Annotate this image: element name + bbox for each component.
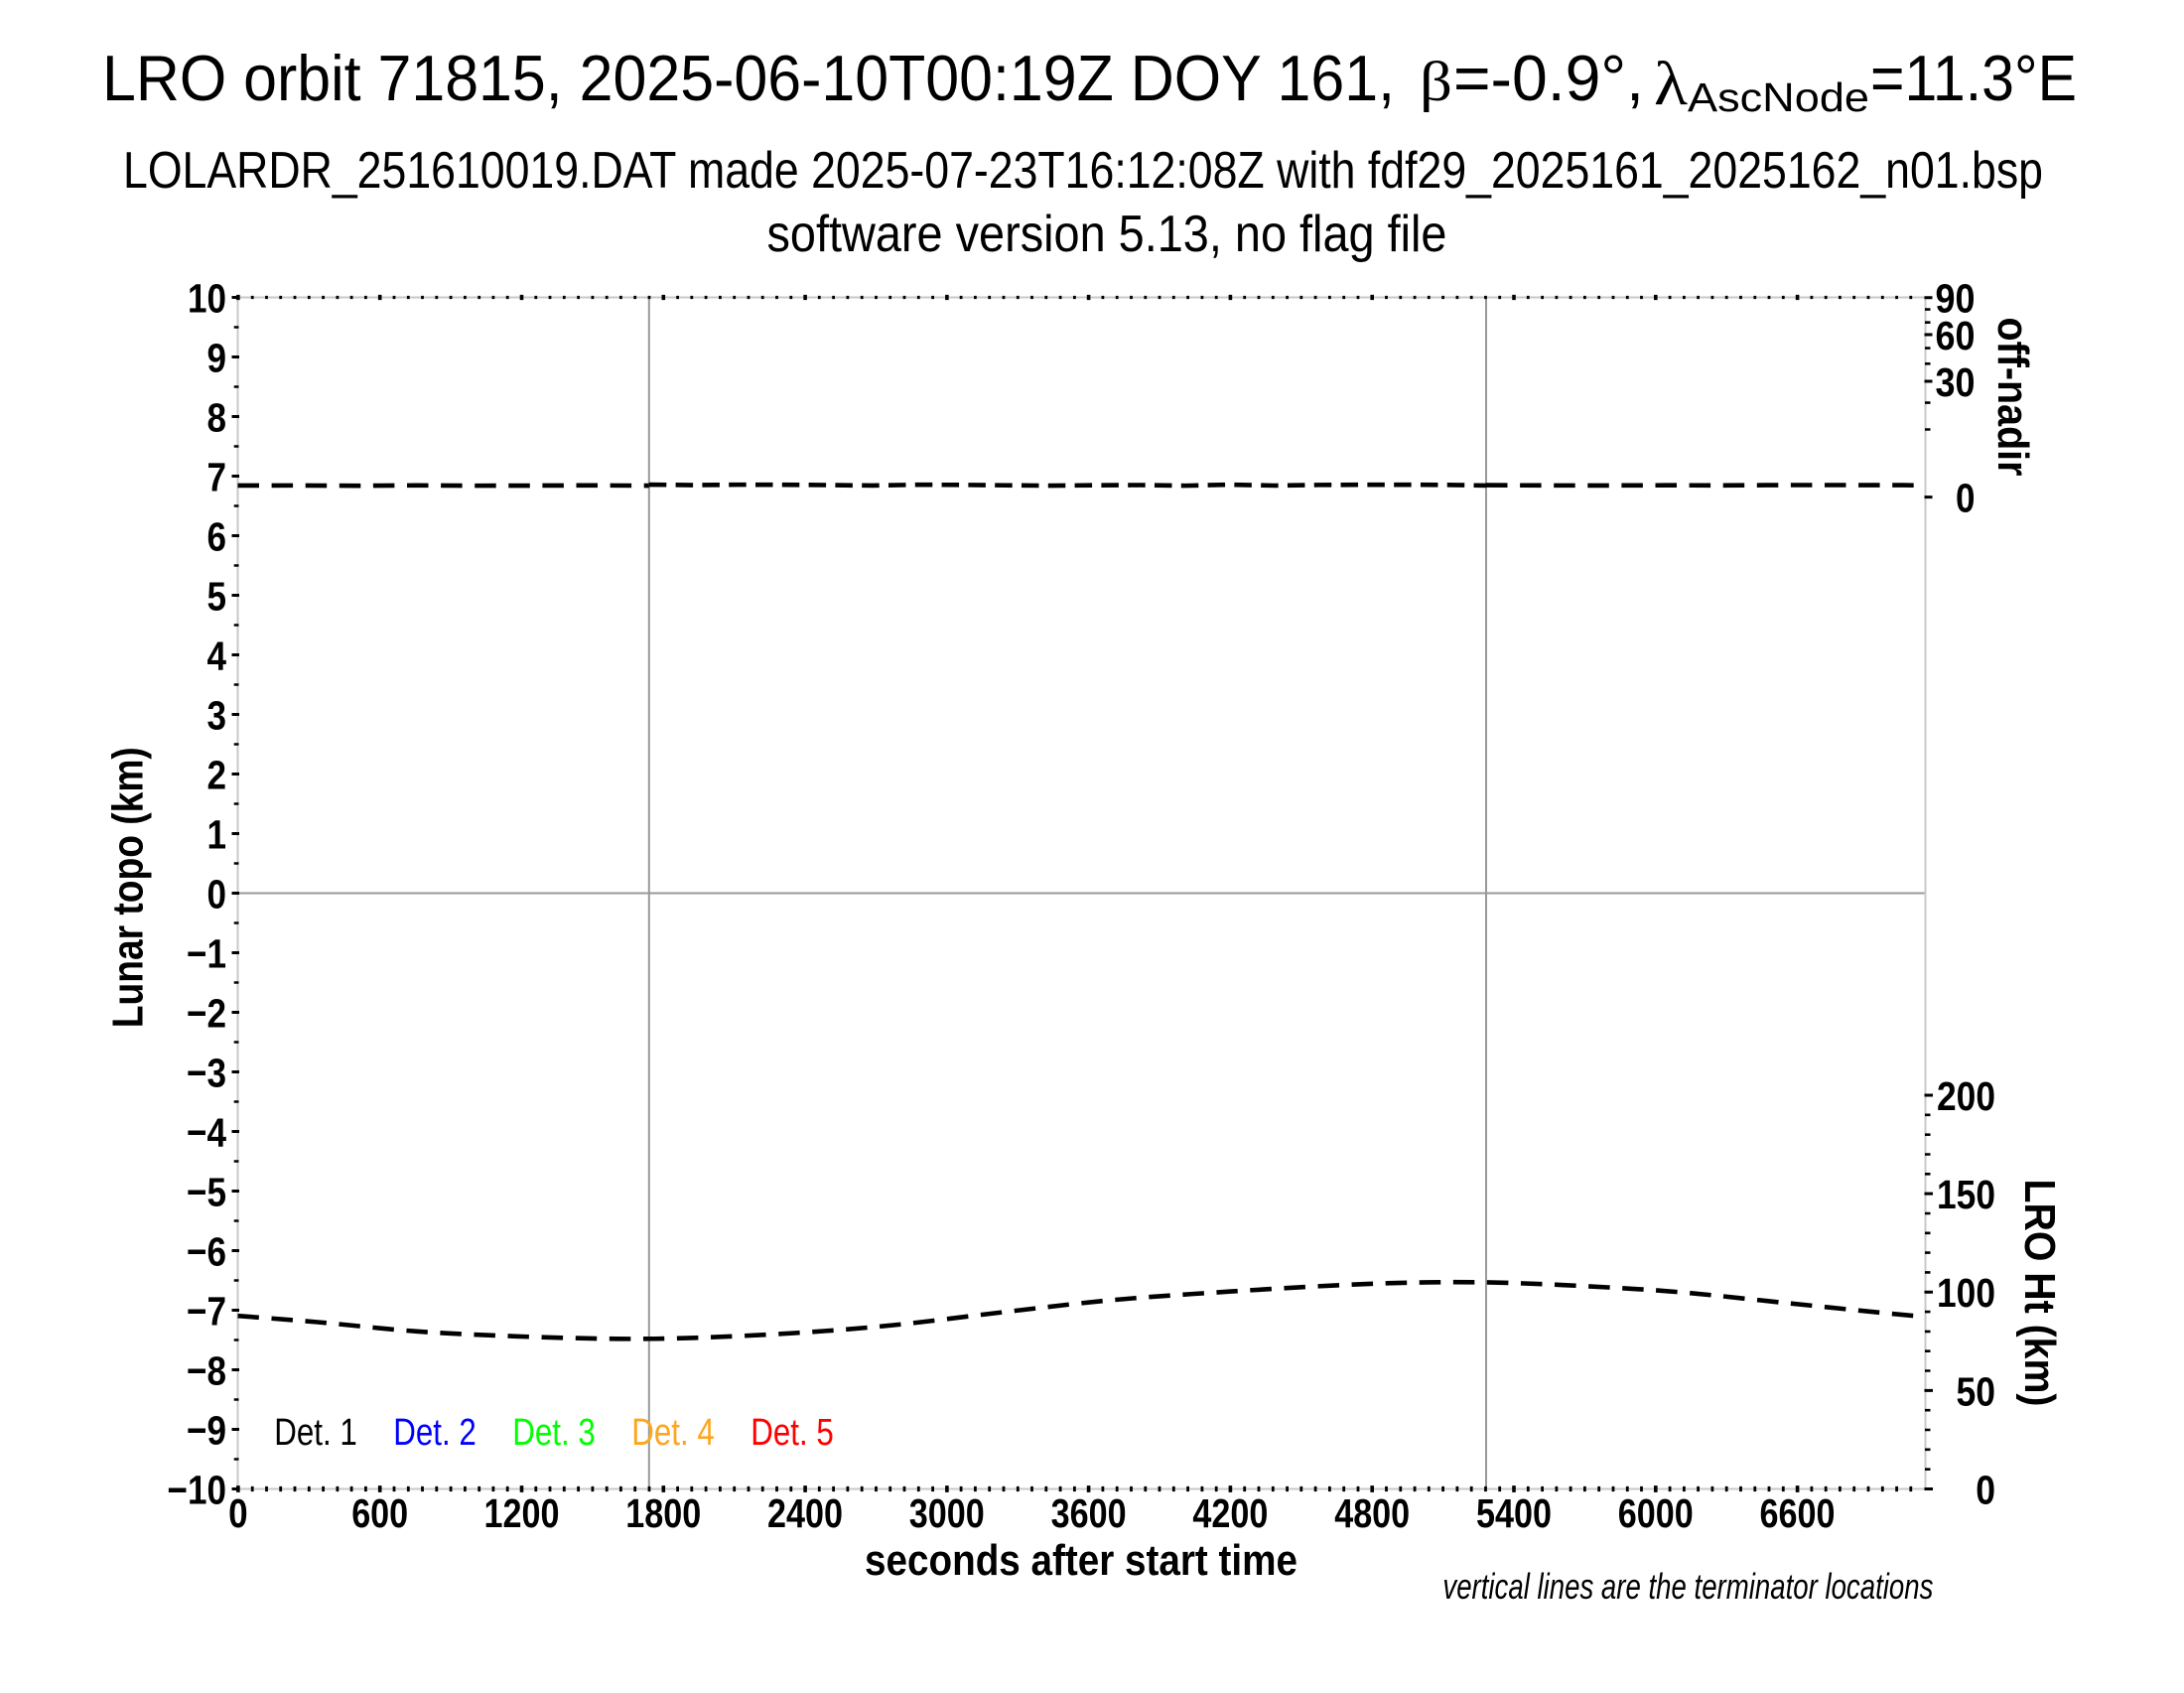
svg-text:AscNode: AscNode	[1688, 74, 1869, 120]
svg-text:5400: 5400	[1476, 1490, 1552, 1536]
svg-text:−1: −1	[187, 931, 226, 977]
svg-text:Det. 5: Det. 5	[751, 1412, 834, 1454]
svg-text:5: 5	[207, 574, 227, 620]
svg-text:Det. 1: Det. 1	[274, 1412, 357, 1454]
svg-text:LRO orbit 71815, 2025-06-10T00: LRO orbit 71815, 2025-06-10T00:19Z DOY 1…	[102, 42, 1395, 114]
svg-text:0: 0	[207, 872, 227, 917]
svg-text:60: 60	[1936, 313, 1976, 358]
svg-text:software version 5.13, no flag: software version 5.13, no flag file	[767, 206, 1447, 263]
svg-text:150: 150	[1937, 1172, 1995, 1217]
svg-text:3600: 3600	[1051, 1490, 1127, 1536]
svg-text:Lunar topo (km): Lunar topo (km)	[104, 747, 153, 1028]
svg-text:seconds after start time: seconds after start time	[865, 1536, 1297, 1585]
svg-text:−2: −2	[187, 991, 226, 1037]
svg-text:50: 50	[1957, 1368, 1996, 1414]
svg-text:6000: 6000	[1618, 1490, 1694, 1536]
svg-text:3: 3	[207, 693, 227, 739]
svg-text:Det. 4: Det. 4	[631, 1412, 715, 1454]
svg-text:1200: 1200	[484, 1490, 560, 1536]
svg-text:=11.3°E: =11.3°E	[1870, 42, 2077, 114]
svg-text:4: 4	[207, 634, 227, 679]
svg-text:−3: −3	[187, 1051, 226, 1096]
svg-text:−7: −7	[187, 1289, 226, 1335]
svg-text:−10: −10	[168, 1468, 227, 1513]
svg-text:=-0.9°,: =-0.9°,	[1453, 42, 1644, 114]
svg-text:0: 0	[1956, 476, 1976, 521]
svg-text:off-nadir: off-nadir	[1988, 318, 2037, 477]
svg-text:6: 6	[207, 514, 227, 560]
svg-text:−5: −5	[187, 1170, 226, 1215]
svg-text:4200: 4200	[1192, 1490, 1268, 1536]
svg-text:1800: 1800	[625, 1490, 701, 1536]
svg-text:7: 7	[207, 455, 227, 500]
svg-text:Det. 2: Det. 2	[393, 1412, 477, 1454]
svg-text:6600: 6600	[1760, 1490, 1836, 1536]
svg-text:−9: −9	[187, 1408, 226, 1454]
svg-text:0: 0	[228, 1490, 248, 1536]
svg-text:LRO Ht (km): LRO Ht (km)	[2015, 1180, 2064, 1407]
svg-text:30: 30	[1936, 359, 1976, 405]
svg-text:10: 10	[188, 276, 226, 322]
svg-text:2400: 2400	[767, 1490, 843, 1536]
svg-text:9: 9	[207, 336, 227, 381]
svg-text:λ: λ	[1654, 51, 1688, 118]
svg-text:Det. 3: Det. 3	[512, 1412, 596, 1454]
svg-text:100: 100	[1937, 1270, 1995, 1316]
svg-text:β: β	[1420, 51, 1452, 113]
svg-text:600: 600	[351, 1490, 408, 1536]
svg-text:200: 200	[1937, 1073, 1995, 1119]
svg-text:0: 0	[1976, 1468, 1995, 1513]
svg-text:1: 1	[207, 812, 227, 858]
svg-text:4800: 4800	[1334, 1490, 1410, 1536]
svg-text:−6: −6	[187, 1229, 226, 1275]
svg-text:−8: −8	[187, 1348, 226, 1394]
svg-text:3000: 3000	[909, 1490, 985, 1536]
svg-text:8: 8	[207, 395, 227, 441]
svg-text:LOLARDR_251610019.DAT made 202: LOLARDR_251610019.DAT made 2025-07-23T16…	[123, 142, 2043, 200]
svg-text:2: 2	[207, 753, 227, 798]
svg-text:vertical lines are the termina: vertical lines are the terminator locati…	[1442, 1566, 1933, 1607]
svg-text:90: 90	[1936, 276, 1976, 322]
svg-text:−4: −4	[187, 1110, 226, 1156]
